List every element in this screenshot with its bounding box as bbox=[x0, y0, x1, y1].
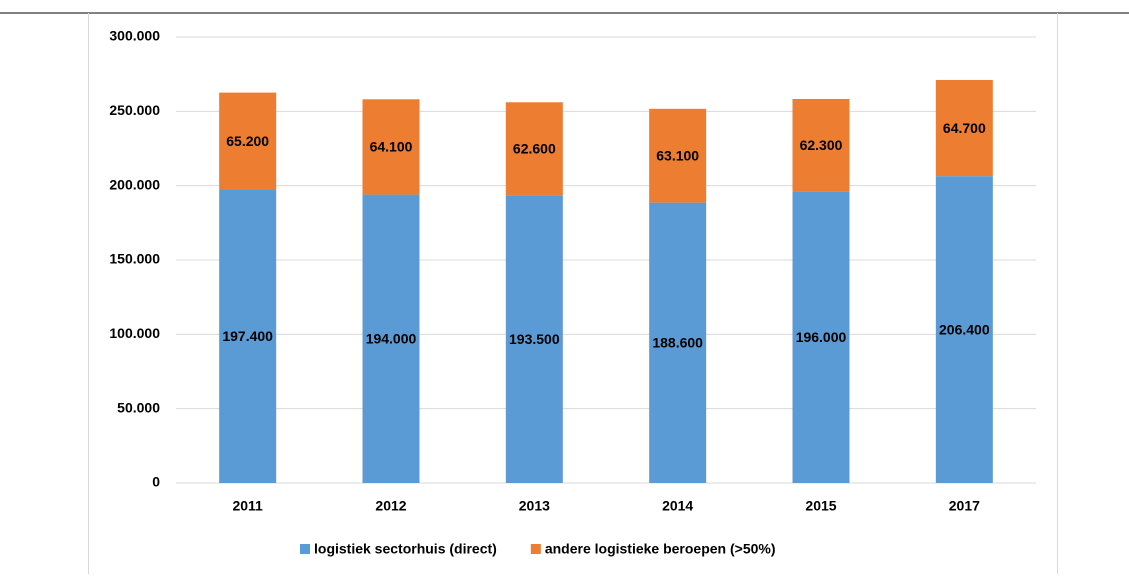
x-tick-label: 2017 bbox=[949, 498, 980, 514]
legend-label: andere logistieke beroepen (>50%) bbox=[545, 541, 776, 557]
data-label: 196.000 bbox=[796, 329, 847, 345]
bar-segment bbox=[649, 108, 707, 203]
y-tick-label: 0 bbox=[152, 474, 160, 490]
legend-swatch bbox=[300, 544, 310, 554]
data-label: 62.300 bbox=[800, 137, 843, 153]
bar-segment bbox=[935, 79, 993, 177]
data-label: 62.600 bbox=[513, 141, 556, 157]
bar-segment bbox=[505, 102, 563, 196]
data-label: 206.400 bbox=[939, 321, 990, 337]
x-tick-label: 2011 bbox=[232, 498, 263, 514]
bar-segment bbox=[792, 98, 850, 192]
data-label: 193.500 bbox=[509, 331, 560, 347]
bar-segment bbox=[219, 189, 277, 484]
data-label: 64.100 bbox=[370, 139, 413, 155]
bar-segment bbox=[935, 176, 993, 484]
bar-segment bbox=[362, 99, 420, 195]
bar-segment bbox=[505, 195, 563, 483]
legend-label: logistiek sectorhuis (direct) bbox=[314, 541, 497, 557]
y-tick-label: 250.000 bbox=[109, 102, 160, 118]
bar-segment bbox=[649, 202, 707, 483]
bar-segment bbox=[792, 191, 850, 483]
x-tick-label: 2014 bbox=[662, 498, 693, 514]
data-label: 64.700 bbox=[943, 120, 986, 136]
data-label: 188.600 bbox=[652, 335, 703, 351]
x-tick-label: 2015 bbox=[805, 498, 836, 514]
y-tick-label: 300.000 bbox=[109, 28, 160, 44]
y-tick-label: 200.000 bbox=[109, 176, 160, 192]
x-tick-label: 2012 bbox=[375, 498, 406, 514]
data-label: 65.200 bbox=[226, 133, 269, 149]
data-label: 197.400 bbox=[222, 328, 273, 344]
data-label: 63.100 bbox=[656, 147, 699, 163]
y-tick-label: 150.000 bbox=[109, 251, 160, 267]
x-tick-label: 2013 bbox=[519, 498, 550, 514]
y-tick-label: 100.000 bbox=[109, 325, 160, 341]
data-label: 194.000 bbox=[366, 330, 417, 346]
bar-segment bbox=[219, 92, 277, 190]
y-tick-label: 50.000 bbox=[117, 399, 160, 415]
bar-segment bbox=[362, 194, 420, 483]
legend-swatch bbox=[530, 544, 541, 554]
